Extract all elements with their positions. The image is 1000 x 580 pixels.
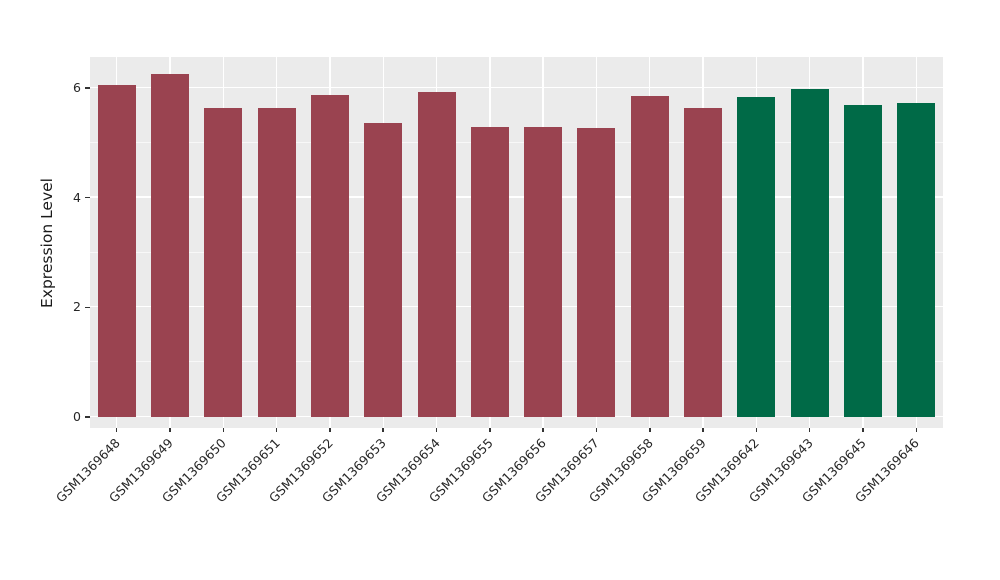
major-gridline [90,196,943,198]
x-tick-mark [702,428,704,432]
x-tick-mark [915,428,918,432]
x-tick-mark [755,428,758,432]
bar-GSM1369648 [97,84,136,417]
x-tick-mark [595,428,598,432]
bar-GSM1369654 [417,91,456,417]
bar-GSM1369656 [524,127,563,417]
bar-GSM1369651 [257,107,296,417]
y-tick-mark [85,416,90,418]
x-tick-mark [169,428,171,432]
bar-GSM1369652 [310,94,349,417]
bar-GSM1369645 [844,105,883,417]
x-tick-mark [275,428,278,432]
x-tick-mark [649,428,651,432]
major-gridline [90,415,943,417]
minor-gridline [90,141,943,143]
x-tick-mark [222,428,225,432]
bar-GSM1369653 [364,123,403,417]
x-tick-mark [382,428,384,432]
bar-GSM1369657 [577,128,616,417]
bar-GSM1369643 [790,88,829,417]
plot-panel [90,57,943,428]
bar-GSM1369655 [470,127,509,417]
bar-GSM1369642 [737,96,776,417]
minor-gridline [90,251,943,253]
y-tick-label: 0 [73,409,81,424]
x-tick-mark [115,428,118,432]
bar-GSM1369650 [204,107,243,417]
y-tick-mark [85,196,90,199]
bar-GSM1369649 [150,73,189,417]
y-tick-label: 4 [73,189,81,205]
major-gridline [90,305,943,308]
bar-GSM1369659 [684,107,723,417]
x-tick-mark [329,428,331,432]
y-tick-mark [85,87,90,89]
x-tick-mark [489,428,491,432]
y-tick-label: 6 [73,80,81,95]
x-tick-mark [808,428,811,432]
x-tick-mark [435,428,438,432]
bar-GSM1369646 [897,102,936,417]
major-gridline [90,86,943,88]
x-tick-mark [542,428,544,432]
y-tick-mark [85,306,90,309]
bar-GSM1369658 [630,95,669,417]
x-tick-mark [862,428,864,432]
y-tick-label: 2 [73,299,81,315]
minor-gridline [90,361,943,363]
